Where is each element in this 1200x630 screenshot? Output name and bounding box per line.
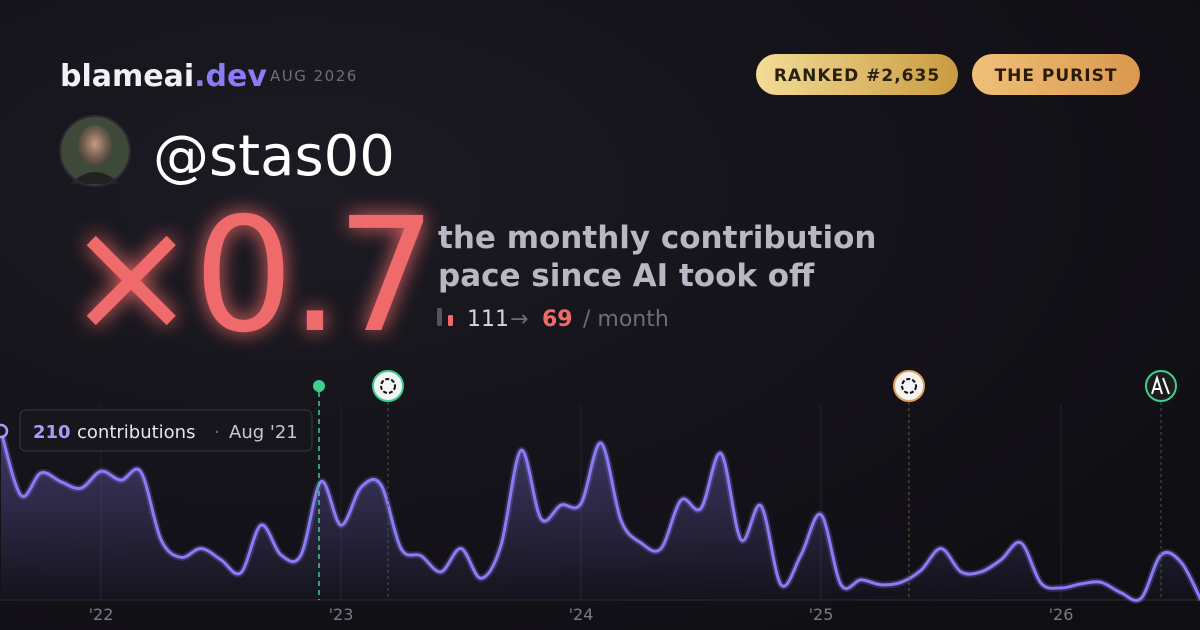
rank-badge-text: RANKED #2,635	[774, 66, 940, 86]
tooltip-value: 210	[33, 422, 71, 443]
avatar	[59, 115, 131, 187]
before-value: 111	[467, 307, 509, 332]
hover-point	[0, 423, 9, 439]
multiplier: ×0.7	[65, 184, 433, 368]
mini-bar	[437, 308, 442, 326]
x-tick-label: '26	[1049, 605, 1074, 624]
ai-start-dot	[313, 380, 325, 392]
handle: @stas00	[153, 124, 395, 189]
title-badge	[972, 54, 1140, 95]
tooltip-box	[19, 409, 313, 452]
brand-tld: .dev	[194, 59, 267, 94]
chart: '22 '23 '24 '25 '26	[0, 405, 1200, 624]
brand-name: blameai	[60, 59, 194, 94]
x-tick-label: '22	[89, 605, 114, 624]
anthropic-glyph	[1151, 374, 1170, 395]
tooltip-separator: ·	[214, 422, 220, 443]
x-tick-label: '25	[809, 605, 834, 624]
event-markers	[313, 370, 1177, 600]
openai-glyph	[901, 378, 917, 394]
mini-bar	[448, 315, 453, 326]
tooltip: 210 contributions · Aug '21	[19, 409, 313, 452]
tooltip-date: Aug '21	[229, 422, 298, 443]
description-line: the monthly contribution	[438, 220, 876, 256]
x-tick-label: '23	[329, 605, 354, 624]
openai-glyph	[380, 378, 396, 394]
title-badge-text: THE PURIST	[995, 66, 1118, 86]
description-line: pace since AI took off	[438, 258, 815, 294]
unit: / month	[583, 307, 669, 332]
arrow: →	[510, 307, 528, 332]
rank-badge	[756, 54, 958, 95]
x-tick-label: '24	[569, 605, 594, 624]
line	[0, 430, 1200, 603]
after-value: 69	[542, 307, 573, 332]
date: AUG 2026	[270, 67, 358, 85]
anthropic-icon	[1145, 370, 1177, 402]
brand: blameai.dev	[60, 59, 267, 94]
tooltip-unit: contributions	[77, 422, 195, 443]
openai-icon	[372, 370, 404, 402]
openai-icon	[893, 370, 925, 402]
